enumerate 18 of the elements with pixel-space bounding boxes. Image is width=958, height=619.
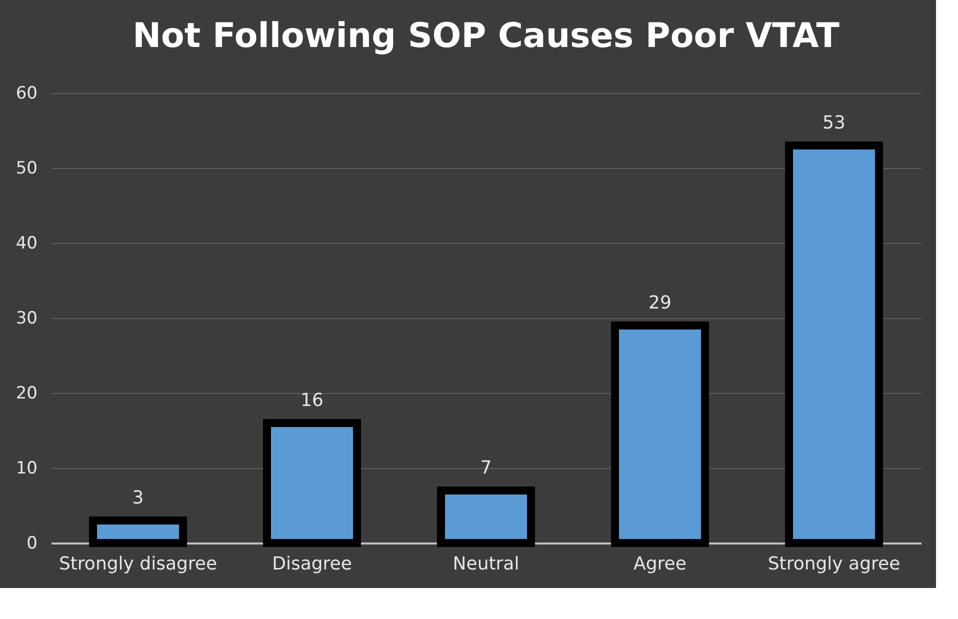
- y-tick-label: 10: [16, 458, 38, 478]
- y-tick-label: 0: [26, 534, 38, 554]
- data-label: 29: [648, 292, 672, 314]
- y-tick-label: 30: [16, 308, 38, 328]
- y-tick-label: 50: [16, 158, 38, 178]
- data-label: 3: [132, 488, 144, 508]
- x-tick-label: Strongly agree: [768, 554, 900, 574]
- y-tick-label: 40: [16, 234, 38, 254]
- y-tick-label: 20: [16, 384, 38, 404]
- data-label: 16: [300, 390, 324, 411]
- x-tick-label: Strongly disagree: [58, 554, 218, 574]
- x-tick-label: Disagree: [272, 554, 352, 574]
- x-tick-label: Agree: [634, 554, 686, 574]
- data-label: 7: [480, 458, 492, 478]
- y-tick-label: 60: [16, 84, 38, 104]
- x-tick-label: Neutral: [452, 554, 520, 574]
- data-label: 53: [822, 112, 846, 134]
- chart-title: Not Following SOP Causes Poor VTAT: [132, 16, 840, 56]
